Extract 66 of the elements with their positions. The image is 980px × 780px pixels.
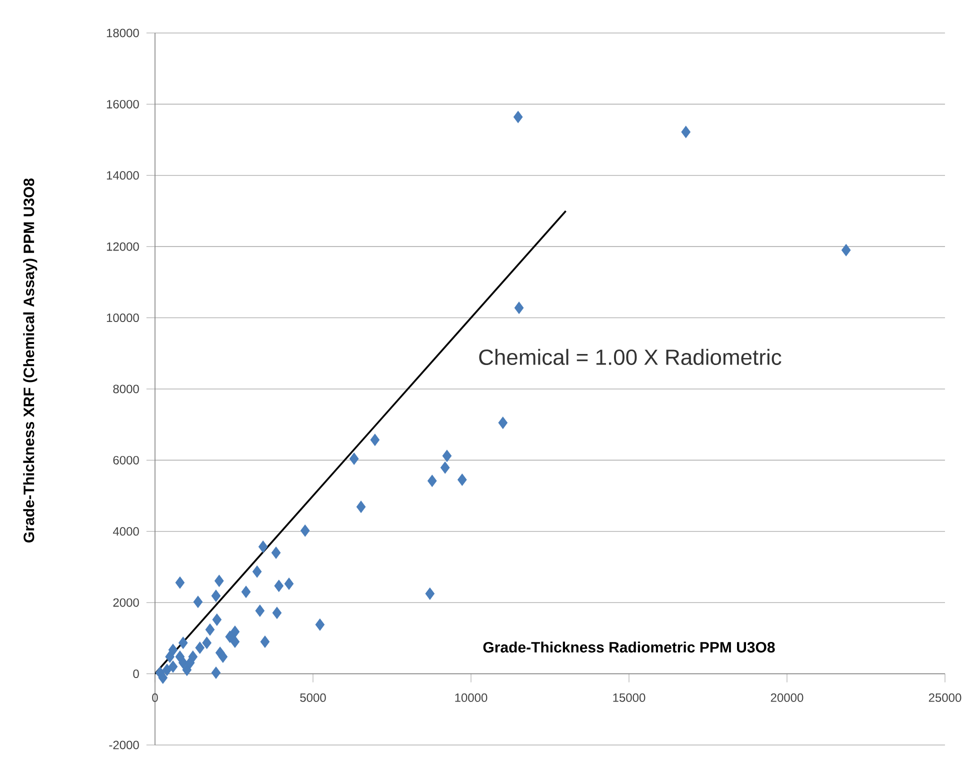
point	[218, 650, 228, 663]
point	[258, 540, 268, 553]
point	[168, 660, 178, 673]
point	[681, 126, 690, 138]
point	[271, 546, 281, 559]
y-tick-label: 12000	[106, 242, 139, 251]
y-axis-title: Grade-Thickness XRF (Chemical Assay) PPM U3O8	[23, 178, 38, 542]
x-tick-label: 15000	[613, 693, 646, 702]
point	[252, 566, 262, 578]
point	[205, 624, 215, 636]
point	[230, 636, 240, 648]
point	[182, 664, 192, 676]
point	[175, 650, 185, 663]
point	[315, 618, 325, 631]
y-tick-label: 8000	[113, 384, 139, 394]
point	[241, 586, 251, 598]
point	[195, 642, 204, 654]
x-tick-label: 25000	[928, 693, 962, 702]
point	[211, 590, 221, 602]
point	[158, 672, 168, 684]
point	[260, 636, 270, 648]
point	[349, 452, 359, 465]
point	[284, 578, 294, 590]
point	[300, 524, 310, 537]
x-tick-label: 5000	[300, 693, 326, 702]
point	[274, 580, 284, 592]
point	[498, 416, 508, 429]
x-axis-title: Grade-Thickness Radiometric PPM U3O8	[483, 642, 775, 653]
point	[225, 630, 234, 643]
point	[513, 111, 523, 123]
point	[214, 574, 224, 587]
annotation: Chemical = 1.00 X Radiometric	[479, 348, 782, 366]
point	[440, 462, 450, 474]
point	[165, 650, 174, 663]
x-tick-label: 20000	[770, 693, 804, 702]
x-tick-label: 10000	[455, 693, 488, 702]
y-tick-label: -2000	[109, 740, 139, 750]
point	[212, 614, 222, 626]
point	[255, 604, 265, 617]
point	[178, 636, 188, 649]
point	[202, 636, 212, 649]
y-tick-label: 16000	[106, 100, 139, 108]
point	[162, 664, 172, 676]
point	[356, 500, 366, 513]
y-tick-label: 10000	[106, 314, 139, 322]
y-tick-label: 14000	[106, 171, 139, 180]
y-tick-label: 0	[133, 670, 139, 678]
point	[230, 626, 240, 638]
point	[841, 244, 851, 256]
point	[428, 474, 437, 487]
point	[185, 656, 195, 669]
point	[193, 596, 203, 608]
y-tick-label: 18000	[106, 28, 139, 38]
point	[458, 474, 467, 486]
y-tick-label: 6000	[113, 456, 139, 464]
point	[211, 666, 221, 679]
point	[168, 644, 178, 656]
x-tick-label: 0	[152, 693, 158, 702]
point	[442, 450, 452, 462]
y-tick-label: 2000	[113, 598, 139, 607]
point	[514, 302, 524, 314]
point	[425, 588, 435, 600]
y-tick-label: 4000	[112, 527, 139, 536]
point	[272, 606, 282, 619]
point	[175, 576, 185, 589]
point	[370, 434, 380, 446]
